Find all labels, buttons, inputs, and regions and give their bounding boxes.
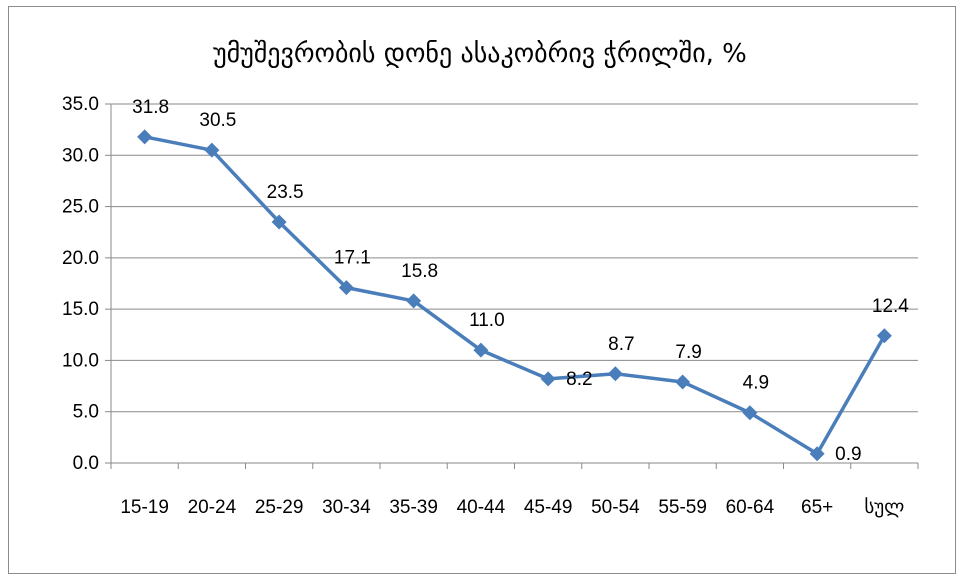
data-label: 15.8 xyxy=(401,261,438,282)
data-point-marker xyxy=(607,366,623,382)
x-tick-label: 15-19 xyxy=(120,497,169,518)
data-label: 11.0 xyxy=(469,310,505,331)
data-label: 4.9 xyxy=(743,373,769,394)
data-label: 7.9 xyxy=(675,342,701,363)
y-tick-label: 15.0 xyxy=(62,299,99,320)
data-point-marker xyxy=(540,371,556,387)
data-label-layer: 31.8 30.5 23.5 17.1 15.8 11.0 8.2 8.7 7.9 4.9 0.9 1… xyxy=(132,97,909,465)
data-label: 12.4 xyxy=(872,296,909,317)
series-layer xyxy=(137,129,892,462)
y-tick-label: 35.0 xyxy=(62,94,99,115)
x-tick-label: 25-29 xyxy=(255,497,304,518)
x-tick-label: 65+ xyxy=(801,497,833,518)
x-tick-label: 30-34 xyxy=(322,497,371,518)
data-point-marker xyxy=(473,342,489,358)
data-label: 23.5 xyxy=(267,182,304,203)
series-line xyxy=(144,135,886,456)
data-point-marker xyxy=(137,129,153,145)
data-point-marker xyxy=(876,328,892,344)
x-tick-label: 55-59 xyxy=(658,497,707,518)
y-tick-label: 10.0 xyxy=(62,350,99,371)
axis-layer: 0.0 5.0 10.0 15.0 20.0 25.0 30.0 35.0 15-19 20-24… xyxy=(62,94,919,518)
grid-layer xyxy=(111,103,918,413)
x-tick-label: 50-54 xyxy=(591,497,640,518)
data-point-marker xyxy=(406,293,422,309)
x-tick-label: 60-64 xyxy=(726,497,775,518)
data-point-marker xyxy=(338,280,354,296)
data-point-marker xyxy=(809,446,825,462)
y-tick-label: 0.0 xyxy=(73,453,99,474)
data-label: 8.2 xyxy=(566,369,592,390)
data-point-marker xyxy=(271,214,287,230)
x-tick-label: 45-49 xyxy=(524,497,573,518)
data-label: 8.7 xyxy=(608,334,634,355)
data-label: 31.8 xyxy=(132,97,169,118)
x-tick-label: 35-39 xyxy=(389,497,438,518)
data-point-marker xyxy=(742,405,758,421)
y-tick-label: 30.0 xyxy=(62,145,99,166)
y-tick-label: 5.0 xyxy=(73,402,99,423)
y-tick-label: 25.0 xyxy=(62,197,99,218)
y-tick-label: 20.0 xyxy=(62,248,99,269)
chart-title: უმუშევრობის დონე ასაკობრივ ჭრილში, % xyxy=(213,39,747,69)
data-label: 30.5 xyxy=(199,110,236,131)
data-label: 17.1 xyxy=(334,248,371,269)
data-point-marker xyxy=(675,374,691,390)
x-tick-label: სულ xyxy=(864,497,904,518)
x-tick-label: 20-24 xyxy=(188,497,237,518)
data-label: 0.9 xyxy=(835,444,861,465)
data-point-marker xyxy=(204,142,220,158)
x-tick-label: 40-44 xyxy=(457,497,506,518)
chart-frame xyxy=(8,6,956,574)
